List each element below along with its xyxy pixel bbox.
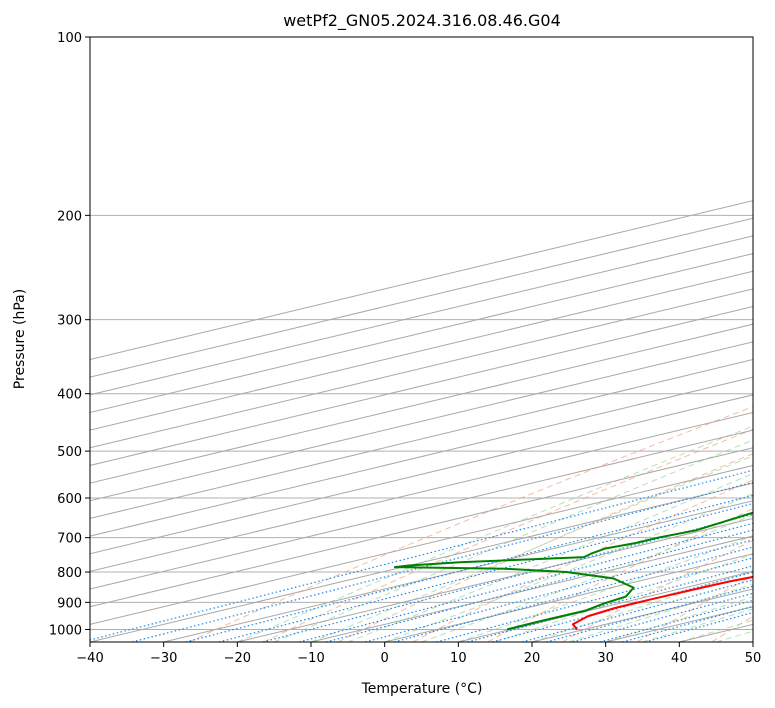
isotherm-line: [90, 217, 753, 378]
y-tick-label: 700: [57, 532, 82, 547]
isotherm-line: [237, 517, 753, 642]
y-tick-label: 900: [57, 596, 82, 611]
isotherm-line: [90, 253, 753, 413]
series-layer: [393, 511, 753, 631]
mixing-ratio-line: [622, 605, 753, 642]
mixing-ratio-line: [218, 502, 753, 642]
moist-adiabat: [347, 473, 753, 642]
isotherm-line: [90, 235, 753, 396]
y-tick-label: 800: [57, 566, 82, 581]
isotherm-line: [90, 482, 753, 642]
x-tick-label: 0: [381, 651, 389, 666]
isotherm-line: [90, 464, 753, 625]
y-tick-label: 100: [57, 31, 82, 46]
x-axis-label: Temperature (°C): [361, 681, 483, 697]
moist-adiabat: [273, 439, 753, 642]
y-tick-label: 300: [57, 314, 82, 329]
mixing-ratio-line: [644, 611, 753, 642]
x-tick-label: 20: [524, 651, 541, 666]
isotherm-line: [90, 429, 753, 590]
mixing-ratio-line: [325, 529, 753, 642]
mixing-ratio-line: [131, 481, 753, 642]
isotherm-line: [163, 500, 753, 642]
plot-frame: [89, 36, 754, 643]
temperature-profile: [571, 575, 753, 631]
moist-adiabat: [237, 425, 753, 642]
isotherm-line: [90, 200, 753, 361]
moist-adiabat: [568, 583, 753, 642]
x-tick-label: 30: [597, 651, 614, 666]
mixing-ratio-line: [262, 513, 753, 642]
x-tick-label: 40: [671, 651, 688, 666]
mixing-ratio-line: [299, 522, 753, 642]
x-tick-label: 10: [450, 651, 467, 666]
dry-adiabat: [412, 479, 753, 642]
isotherm-line: [90, 447, 753, 608]
isotherm-line: [90, 394, 753, 555]
isotherm-line: [310, 535, 753, 642]
mixing-ratio-line: [365, 539, 753, 642]
tick-layer: −40 −30 −20 −10 0 10 20 30 40 50 100 200 300 400 500 60…: [49, 31, 761, 666]
y-tick-label: 1000: [49, 623, 82, 638]
isotherm-line: [90, 411, 753, 572]
x-tick-label: −30: [150, 651, 177, 666]
isotherm-line: [90, 288, 753, 449]
x-tick-label: −40: [76, 651, 103, 666]
dry-adiabat: [263, 428, 753, 642]
x-tick-label: 50: [745, 651, 762, 666]
chart-title: wetPf2_GN05.2024.316.08.46.G04: [283, 11, 561, 31]
x-tick-label: −10: [297, 651, 324, 666]
y-tick-label: 500: [57, 445, 82, 460]
mixing-ratio-line: [436, 557, 753, 642]
dry-adiabat: [337, 453, 753, 642]
isotherm-line: [90, 270, 753, 431]
x-tick-label: −20: [224, 651, 251, 666]
grid-layer: [90, 37, 753, 642]
moist-adiabat: [495, 553, 753, 642]
moist-adiabat: [421, 514, 753, 642]
y-tick-label: 400: [57, 388, 82, 403]
y-tick-label: 600: [57, 492, 82, 507]
y-axis-label: Pressure (hPa): [12, 289, 28, 389]
y-tick-label: 200: [57, 209, 82, 224]
dry-adiabat: [188, 406, 753, 642]
isotherm-line: [90, 306, 753, 466]
isotherm-line: [90, 323, 753, 484]
moist-adiabat: [605, 596, 753, 642]
dewpoint-profile: [393, 511, 753, 631]
